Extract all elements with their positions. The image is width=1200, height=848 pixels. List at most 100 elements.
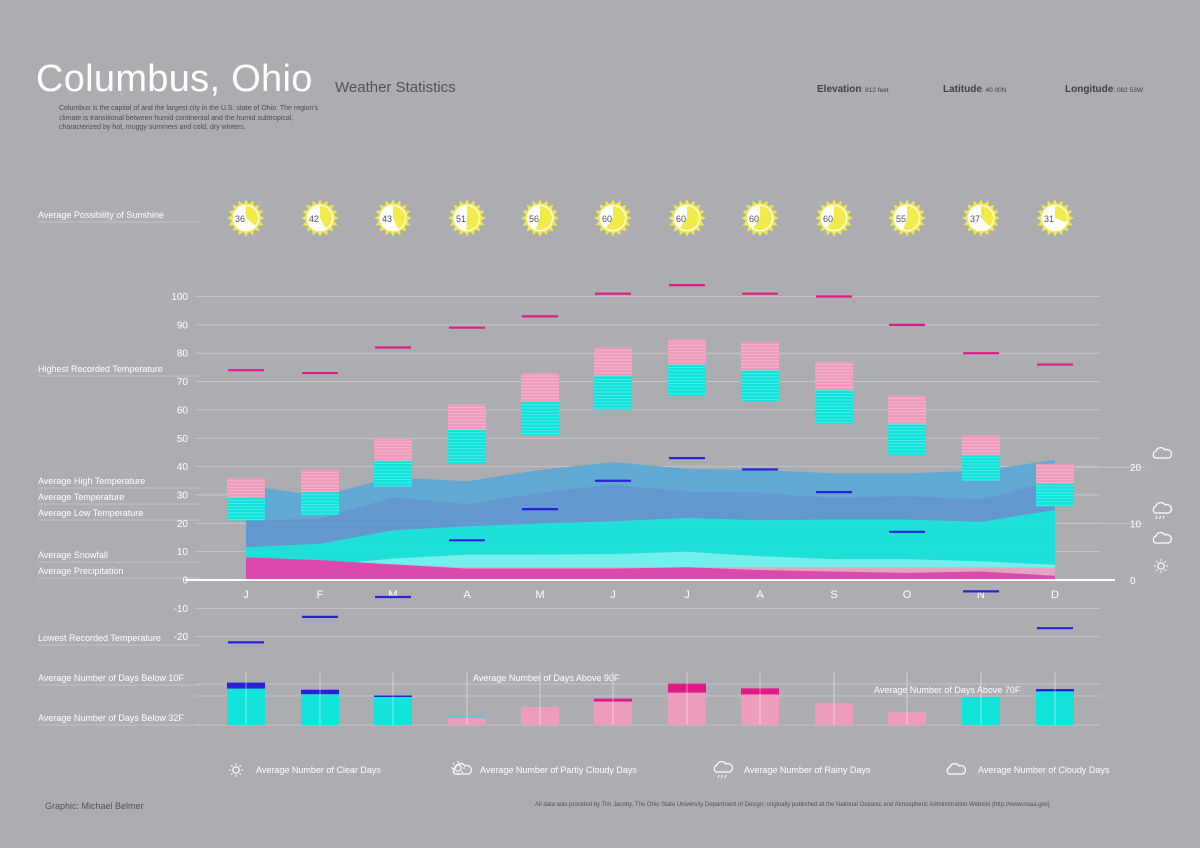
sun-ray xyxy=(967,204,973,210)
sun-icon-ray xyxy=(230,764,233,767)
sunshine-percent-label: 51 xyxy=(456,214,466,224)
temp-tick-label: 70 xyxy=(177,377,189,388)
sun-ray xyxy=(746,204,752,210)
sunshine-label: Average Possibility of Sunshine xyxy=(38,210,164,220)
sunshine-pie xyxy=(320,206,332,229)
avg-high-temp-bar xyxy=(301,469,339,493)
legend-partly-cloudy-icon xyxy=(452,763,473,775)
sun-ray xyxy=(888,215,894,221)
sun-core xyxy=(1157,562,1165,570)
sunshine-pie xyxy=(981,205,994,227)
avg-high-temp-bar xyxy=(448,404,486,430)
sun-ray xyxy=(904,231,910,237)
sun-ray xyxy=(967,226,973,232)
data-source-note: All data was provided by Tim Jacoby, The… xyxy=(535,802,1050,808)
snowfall-area xyxy=(246,557,1055,580)
sun-ray xyxy=(904,199,910,205)
sun-ray xyxy=(695,226,701,232)
temp-tick-label: 50 xyxy=(177,434,189,445)
sun-ray xyxy=(741,215,747,221)
sun-ray xyxy=(962,215,968,221)
page-subtitle: Weather Statistics xyxy=(335,79,456,96)
avg-low-temp-bar xyxy=(521,401,559,436)
avg-low-temp-bar xyxy=(888,424,926,456)
month-label: O xyxy=(903,589,912,601)
legend-sun-icon xyxy=(229,763,243,777)
rain-drop xyxy=(1155,515,1158,520)
sun-ray xyxy=(773,215,779,221)
sun-ray xyxy=(317,199,323,205)
sun-ray xyxy=(820,226,826,232)
sunshine-percent-label: 60 xyxy=(823,214,833,224)
sun-icon-ray xyxy=(239,773,242,776)
sunshine-percent-label: 43 xyxy=(382,214,392,224)
avg-high-temp-bar xyxy=(594,347,632,376)
temp-tick-label: -20 xyxy=(174,632,189,643)
avg-low-label: Average Low Temperature xyxy=(38,508,143,518)
rain-drop xyxy=(724,774,727,779)
sun-ray xyxy=(673,204,679,210)
sun-ray xyxy=(978,199,984,205)
sunshine-pie xyxy=(679,206,699,231)
sun-ray xyxy=(842,204,848,210)
month-label: N xyxy=(977,589,985,601)
avg-high-temp-bar xyxy=(888,395,926,425)
sun-ray xyxy=(621,226,627,232)
rain-drop xyxy=(721,774,723,779)
avg-high-temp-bar xyxy=(227,477,265,498)
sun-ray xyxy=(621,204,627,210)
sun-ray xyxy=(1063,204,1069,210)
avg-low-temp-bar xyxy=(448,429,486,464)
rain-drop xyxy=(717,774,720,779)
snowfall-label: Average Snowfall xyxy=(38,550,108,560)
temp-tick-label: 100 xyxy=(171,292,188,303)
sun-ray xyxy=(232,226,238,232)
sun-ray xyxy=(453,226,459,232)
month-label: A xyxy=(756,589,764,601)
sun-ray xyxy=(915,204,921,210)
sun-icon-ray xyxy=(1164,569,1167,572)
sun-core xyxy=(454,764,462,772)
longitude-value: : 082 53W xyxy=(1113,87,1143,94)
sun-ray xyxy=(379,204,385,210)
sun-ray xyxy=(526,204,532,210)
sunshine-percent-label: 42 xyxy=(309,214,319,224)
sun-ray xyxy=(306,204,312,210)
sunshine-pie xyxy=(246,206,259,226)
sun-ray xyxy=(379,226,385,232)
clear-axis-icon xyxy=(1154,559,1168,573)
sunshine-percent-label: 55 xyxy=(896,214,906,224)
sun-ray xyxy=(815,215,821,221)
temp-tick-label: 10 xyxy=(177,547,189,558)
sun-ray xyxy=(684,231,690,237)
sun-ray xyxy=(695,204,701,210)
sun-ray xyxy=(259,215,265,221)
sun-ray xyxy=(1052,231,1058,237)
days-tick-label: 20 xyxy=(1130,463,1142,474)
sun-ray xyxy=(232,204,238,210)
elevation-stat: Elevation: 812 feet xyxy=(817,84,889,95)
sun-ray xyxy=(406,215,412,221)
avg-high-temp-bar xyxy=(521,373,559,402)
sunshine-percent-label: 60 xyxy=(749,214,759,224)
sunshine-sun-icon xyxy=(227,199,265,237)
month-label: J xyxy=(684,589,690,601)
sun-icon-ray xyxy=(1155,560,1158,563)
page-title: Columbus, Ohio xyxy=(36,58,313,100)
elevation-label: Elevation xyxy=(817,84,862,95)
sunshine-sun-icon xyxy=(1036,199,1074,237)
sun-ray xyxy=(610,231,616,237)
avg-low-temp-bar xyxy=(374,460,412,487)
sunshine-pie xyxy=(393,206,406,229)
sunshine-sun-icon xyxy=(815,199,853,237)
sunshine-sun-icon xyxy=(448,199,486,237)
sun-ray xyxy=(989,226,995,232)
days-tick-label: 10 xyxy=(1130,520,1142,531)
month-label: D xyxy=(1051,589,1059,601)
rain-drop xyxy=(1159,515,1161,520)
sun-ray xyxy=(599,204,605,210)
sun-ray xyxy=(1052,199,1058,205)
sunshine-pie xyxy=(466,206,480,230)
sunshine-pie xyxy=(1055,206,1068,223)
sun-ray xyxy=(1036,215,1042,221)
